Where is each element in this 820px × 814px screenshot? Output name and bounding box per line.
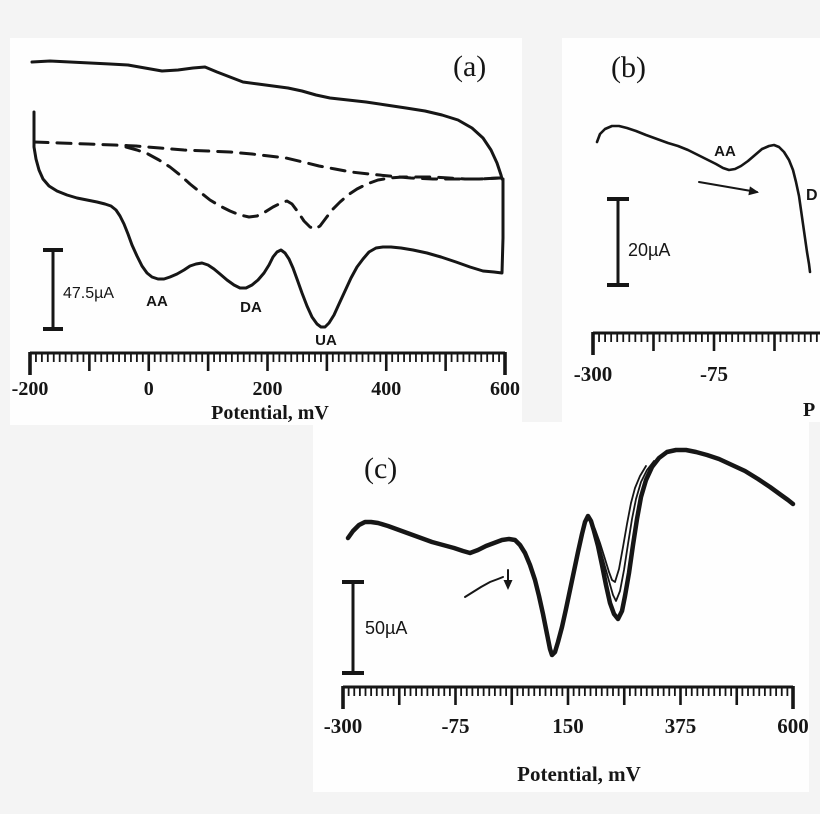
peak-label: AA: [146, 293, 168, 310]
tick-label: 600: [490, 378, 520, 400]
voltammogram-curve: [32, 110, 505, 329]
tick-label: 400: [371, 378, 401, 400]
panel-b: -300 -75 P 20µA AA D (b): [562, 38, 820, 422]
panel-b-tag: (b): [611, 51, 646, 84]
panel-a-tag: (a): [453, 50, 487, 83]
scan-direction-arrow: [464, 576, 504, 598]
voltammogram-curve: [30, 59, 504, 181]
scan-direction-arrow: [698, 181, 758, 193]
panel-c-plot: -300 -75 150 375 600 Potential, mV 50µA: [324, 447, 809, 786]
tick-label: 0: [144, 378, 154, 400]
scale-bar-label: 20µA: [628, 240, 670, 260]
voltammogram-curve-dashed: [32, 140, 502, 181]
peak-label: AA: [714, 143, 736, 160]
tick-label: 150: [552, 714, 584, 738]
tick-label: -200: [12, 378, 49, 400]
panel-c: -300 -75 150 375 600 Potential, mV 50µA (c): [313, 422, 809, 792]
peak-label: DA: [240, 299, 262, 316]
x-axis-title: Potential, mV: [211, 402, 329, 424]
tick-label: 200: [253, 378, 283, 400]
voltammogram-curve: [588, 465, 647, 583]
voltammogram-curve: [588, 460, 655, 602]
panel-a: -200 0 200 400 600 Potential, mV 47.5µA AA DA UA …: [10, 38, 522, 425]
voltammogram-curve-dashed: [124, 145, 501, 231]
tick-label: -300: [574, 362, 613, 386]
scale-bar-label: 47.5µA: [63, 285, 114, 302]
tick-label: -75: [700, 362, 728, 386]
panel-a-plot: -200 0 200 400 600 Potential, mV 47.5µA AA DA UA: [12, 59, 520, 424]
peak-label: D: [806, 187, 818, 204]
arrowhead-icon: [748, 186, 759, 196]
tick-label: 600: [777, 714, 809, 738]
arrowhead-icon: [503, 580, 513, 590]
tick-label: -75: [442, 714, 470, 738]
x-axis-title: Potential, mV: [517, 762, 641, 786]
voltammogram-curve: [345, 447, 796, 658]
tick-label: -300: [324, 714, 363, 738]
voltammogram-curve: [595, 124, 812, 274]
tick-label: 375: [665, 714, 697, 738]
peak-label: UA: [315, 332, 337, 349]
x-axis-title: P: [803, 399, 815, 421]
panel-c-tag: (c): [364, 452, 398, 485]
panel-b-plot: -300 -75 P 20µA AA D: [574, 124, 820, 421]
scale-bar-label: 50µA: [365, 618, 407, 638]
